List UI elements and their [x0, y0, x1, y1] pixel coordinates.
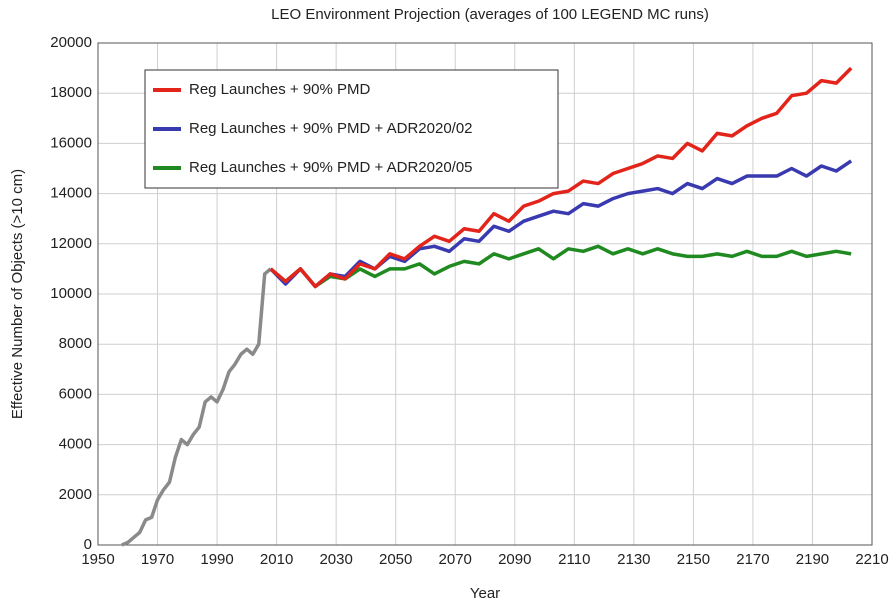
plot-frame	[97, 42, 873, 546]
y-tick-label: 2000	[59, 486, 92, 503]
x-tick-label: 2110	[558, 551, 590, 568]
y-tick-label: 20000	[50, 34, 92, 51]
x-tick-label: 1950	[81, 551, 114, 568]
x-tick-label: 1990	[200, 551, 233, 568]
y-tick-label: 10000	[50, 285, 92, 302]
x-tick-label: 2190	[796, 551, 829, 568]
x-tick-label: 2130	[617, 551, 650, 568]
x-tick-label: 1970	[141, 551, 174, 568]
x-tick-label: 2090	[498, 551, 531, 568]
chart-title: LEO Environment Projection (averages of …	[271, 6, 709, 23]
y-tick-label: 16000	[50, 134, 92, 151]
x-tick-label: 2070	[439, 551, 472, 568]
x-axis-label: Year	[470, 585, 500, 602]
history-line	[121, 267, 272, 547]
x-tick-label: 2010	[260, 551, 293, 568]
y-tick-label: 18000	[50, 84, 92, 101]
series-line	[269, 244, 852, 289]
y-tick-label: 6000	[59, 385, 92, 402]
y-tick-label: 12000	[50, 235, 92, 252]
legend-box	[144, 69, 559, 189]
x-tick-label: 2170	[736, 551, 769, 568]
y-tick-label: 0	[84, 536, 92, 553]
x-tick-label: 2150	[677, 551, 710, 568]
x-tick-label: 2030	[319, 551, 352, 568]
x-tick-label: 2210	[855, 551, 888, 568]
legend-label: Reg Launches + 90% PMD	[189, 81, 371, 98]
y-axis-label: Effective Number of Objects (>10 cm)	[9, 169, 26, 419]
y-tick-label: 8000	[59, 335, 92, 352]
series-line	[269, 66, 853, 289]
legend-label: Reg Launches + 90% PMD + ADR2020/05	[189, 159, 473, 176]
x-tick-label: 2050	[379, 551, 412, 568]
y-tick-label: 4000	[59, 436, 92, 453]
y-tick-label: 14000	[50, 185, 92, 202]
legend-label: Reg Launches + 90% PMD + ADR2020/02	[189, 120, 473, 137]
